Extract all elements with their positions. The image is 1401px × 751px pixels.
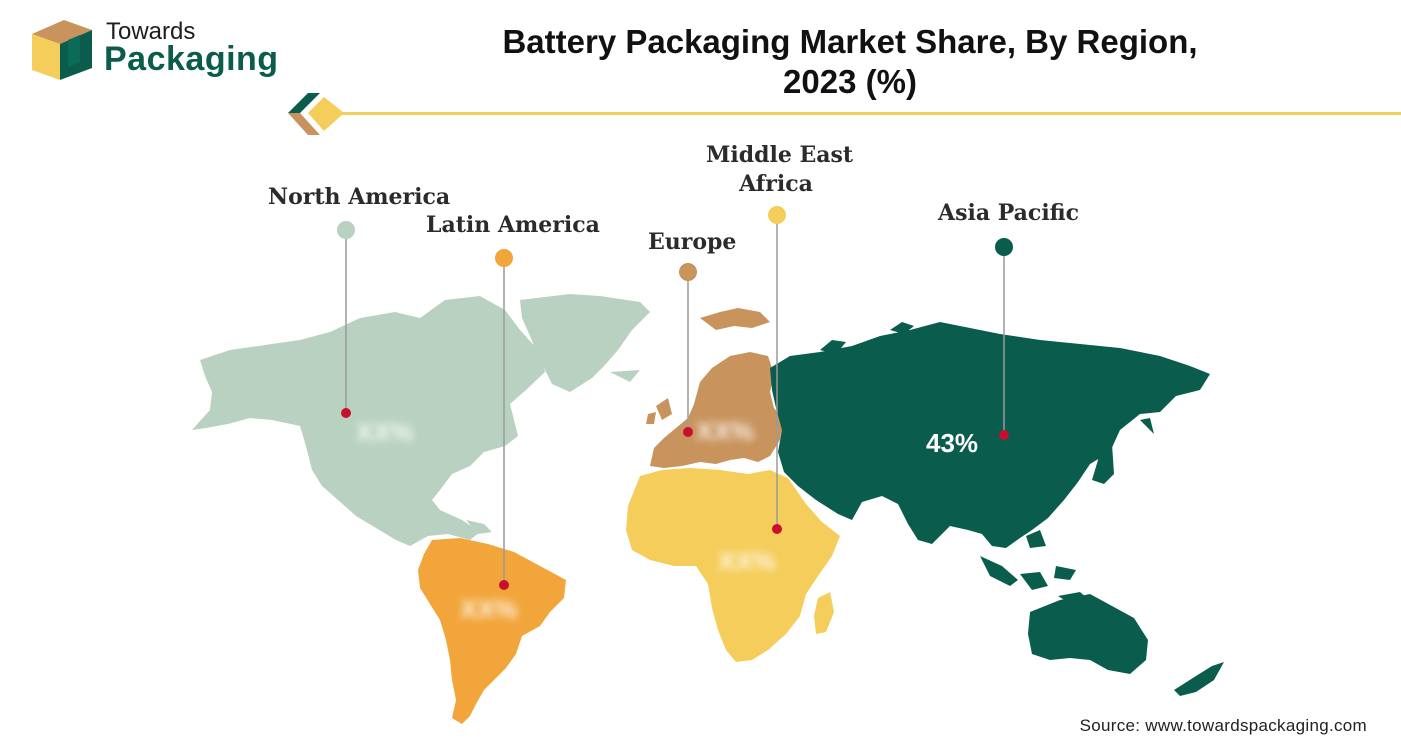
region-middle-east-africa [626, 468, 840, 662]
region-asia-pacific [770, 322, 1224, 696]
value-latin-america: XX% [460, 594, 518, 624]
value-north-america: XX% [356, 417, 414, 447]
value-asia-pacific: 43% [926, 428, 979, 458]
pin-middle-east-africa [768, 206, 786, 224]
chart-title-line1: Battery Packaging Market Share, By Regio… [502, 23, 1198, 60]
value-middle-east-africa: XX% [718, 546, 776, 576]
anchor-dot-latin-america [499, 580, 509, 590]
value-europe: XX% [696, 416, 754, 446]
anchor-dot-middle-east-africa [772, 524, 782, 534]
anchor-dot-asia-pacific [999, 430, 1009, 440]
leader-lines [345, 215, 1005, 585]
label-mea-line2: Africa [739, 171, 813, 197]
label-latin-america: Latin America [426, 212, 600, 238]
label-mea-line1: Middle East [706, 142, 854, 168]
source-note: Source: www.towardspackaging.com [1079, 716, 1367, 735]
title-divider-line [336, 112, 1401, 115]
pin-north-america [337, 221, 355, 239]
label-asia-pacific: Asia Pacific [938, 200, 1080, 226]
label-europe: Europe [648, 229, 737, 255]
anchor-dot-europe [683, 427, 693, 437]
brand-name-line2: Packaging [104, 40, 279, 78]
chart-title: Battery Packaging Market Share, By Regio… [430, 22, 1270, 102]
label-middle-east-africa: Middle East Africa [706, 141, 854, 199]
pin-asia-pacific [995, 238, 1013, 256]
diamond-divider-icon [288, 93, 344, 135]
anchor-dot-north-america [341, 408, 351, 418]
chart-title-line2: 2023 (%) [783, 63, 917, 100]
brand-logo: Towards Packaging [28, 16, 288, 86]
pin-europe [679, 263, 697, 281]
box-logo-icon [32, 20, 92, 80]
pin-latin-america [495, 249, 513, 267]
region-north-america [192, 294, 650, 546]
region-europe [646, 308, 784, 468]
brand-name-line1: Towards [106, 18, 196, 45]
label-north-america: North America [268, 184, 451, 210]
region-latin-america [418, 538, 566, 724]
